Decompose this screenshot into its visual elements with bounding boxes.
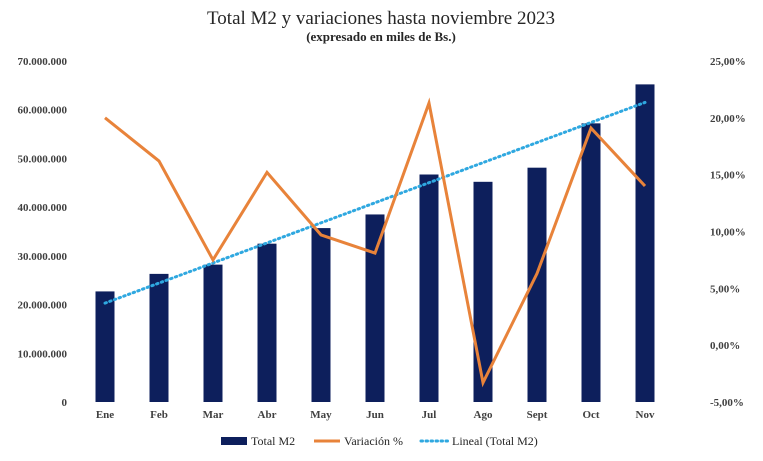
- bar-series: [95, 84, 655, 403]
- right-axis-tick-label: -5,00%: [710, 397, 744, 409]
- bar: [257, 243, 277, 402]
- bar: [635, 84, 655, 402]
- left-axis-tick-label: 20.000.000: [18, 300, 68, 312]
- bar: [311, 228, 331, 402]
- left-axis-tick-label: 60.000.000: [18, 105, 68, 117]
- x-axis-tick-label: Jun: [366, 409, 384, 421]
- x-axis-tick-label: May: [310, 409, 332, 421]
- variation-line: [104, 97, 647, 388]
- left-axis-tick-label: 40.000.000: [18, 202, 68, 214]
- legend-label-variacion: Variación %: [344, 434, 403, 448]
- x-axis-tick-label: Sept: [527, 409, 548, 421]
- bar: [581, 123, 601, 403]
- right-axis-tick-label: 15,00%: [710, 170, 746, 182]
- x-axis-tick-label: Oct: [582, 409, 599, 421]
- bar: [527, 167, 547, 402]
- legend: Total M2 Variación % Lineal (Total M2): [221, 434, 538, 448]
- chart-title: Total M2 y variaciones hasta noviembre 2…: [207, 8, 555, 29]
- chart-subtitle: (expresado en miles de Bs.): [306, 29, 456, 44]
- trendline: [103, 100, 647, 305]
- left-axis-tick-label: 70.000.000: [18, 56, 68, 68]
- x-axis-tick-label: Abr: [258, 409, 277, 421]
- x-axis-tick-label: Nov: [636, 409, 655, 421]
- right-axis-tick-label: 0,00%: [710, 340, 740, 352]
- x-axis-tick-label: Ago: [474, 409, 493, 421]
- right-axis-tick-label: 10,00%: [710, 227, 746, 239]
- left-axis-tick-label: 30.000.000: [18, 251, 68, 263]
- bar: [419, 174, 439, 402]
- right-axis: -5,00% 0,00% 5,00% 10,00% 15,00% 20,00% 25,00%: [710, 56, 746, 409]
- x-axis-tick-label: Ene: [96, 409, 114, 421]
- trendline-series: [103, 100, 647, 305]
- bar: [149, 273, 169, 402]
- bar: [365, 214, 385, 402]
- x-axis-tick-label: Jul: [422, 409, 437, 421]
- legend-label-lineal: Lineal (Total M2): [452, 434, 538, 448]
- x-axis-tick-label: Mar: [203, 409, 224, 421]
- right-axis-tick-label: 5,00%: [710, 283, 740, 295]
- x-axis-tick-label: Feb: [150, 409, 168, 421]
- right-axis-tick-label: 25,00%: [710, 56, 746, 68]
- left-axis-tick-label: 10.000.000: [18, 348, 68, 360]
- left-axis-tick-label: 0: [62, 397, 68, 409]
- variation-series: [104, 97, 647, 388]
- bar: [473, 181, 493, 402]
- right-axis-tick-label: 20,00%: [710, 113, 746, 125]
- bar: [95, 291, 115, 402]
- legend-swatch-total-m2: [221, 437, 247, 445]
- left-axis: 0 10.000.000 20.000.000 30.000.000 40.000.00…: [18, 56, 68, 409]
- legend-label-total-m2: Total M2: [251, 434, 295, 448]
- left-axis-tick-label: 50.000.000: [18, 153, 68, 165]
- bar: [203, 264, 223, 402]
- x-axis: Ene Feb Mar Abr May Jun Jul Ago Sept Oct Nov: [96, 409, 655, 421]
